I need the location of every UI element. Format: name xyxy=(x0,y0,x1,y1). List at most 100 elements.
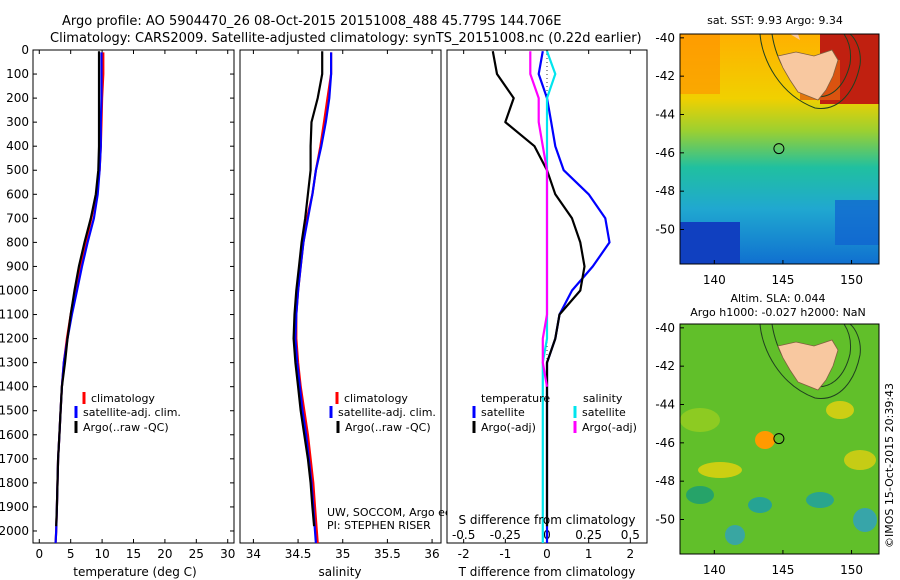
legend-title-temperature: temperature xyxy=(481,392,550,405)
sla-map-title-1: Altim. SLA: 0.044 xyxy=(730,292,825,305)
sla-background xyxy=(680,324,879,554)
x-tick-label: -1 xyxy=(499,547,511,561)
sla-anomaly-blob xyxy=(755,431,775,449)
salinity-panel: 34 34.5 35 35.5 36 salinity climatology sate… xyxy=(239,49,497,579)
salinity-legend: climatology satellite-adj. clim. Argo(..… xyxy=(329,392,436,434)
mainland-landmass xyxy=(790,34,800,40)
map-y-tick-label: -44 xyxy=(655,398,675,412)
legend-label-argo: Argo(..raw -QC) xyxy=(345,421,431,434)
sst-map-frame xyxy=(679,33,880,265)
map-x-tick-label: 140 xyxy=(703,563,726,577)
sst-bathymetry-contour xyxy=(759,34,861,109)
salinity-annotation-2: PI: STEPHEN RISER xyxy=(327,519,431,532)
depth-tick-label: 1800 xyxy=(0,476,29,490)
x2-tick-label: 0.25 xyxy=(575,528,602,542)
map-y-tick-label: -44 xyxy=(655,108,675,122)
credit-stamp: ©IMOS 15-Oct-2015 20:39:43 xyxy=(883,383,896,548)
sla-map-frame xyxy=(679,323,880,555)
map-x-tick-label: 150 xyxy=(840,273,863,287)
depth-tick-label: 300 xyxy=(6,115,29,129)
x-tick-label: 20 xyxy=(157,547,172,561)
difference-series xyxy=(491,50,611,543)
depth-tick-label: 700 xyxy=(6,211,29,225)
sla-anomaly-blob xyxy=(853,508,877,532)
sla-map-field xyxy=(680,324,879,554)
depth-tick-label: 1500 xyxy=(0,404,29,418)
salinity-axes-box xyxy=(239,49,442,544)
depth-tick-label: 1100 xyxy=(0,308,29,322)
sst-map-title: sat. SST: 9.93 Argo: 9.34 xyxy=(707,14,843,27)
sla-anomaly-blob xyxy=(698,462,742,478)
x-tick-label: -2 xyxy=(458,547,470,561)
map-y-tick-label: -48 xyxy=(655,184,675,198)
map-x-tick-label: 145 xyxy=(771,563,794,577)
legend-label-satellite: satellite-adj. clim. xyxy=(338,406,436,419)
sla-map-ticks: 140 145 150 -40 -42 -44 -46 -48 -50 xyxy=(655,321,863,577)
x-tick-label: 1 xyxy=(585,547,593,561)
legend-label-climatology: climatology xyxy=(91,392,155,405)
map-y-tick-label: -46 xyxy=(655,146,675,160)
sla-map-title-2: Argo h1000: -0.027 h2000: NaN xyxy=(690,306,866,319)
sla-bathymetry-contour xyxy=(759,324,861,399)
sla-anomaly-blob xyxy=(748,497,772,513)
sla-anomaly-blob xyxy=(806,492,834,508)
map-y-tick-label: -48 xyxy=(655,474,675,488)
x-tick-label: 35.5 xyxy=(374,547,401,561)
x-tick-label: 25 xyxy=(189,547,204,561)
temperature-x-ticks: 0 5 10 15 20 25 30 xyxy=(35,50,235,561)
depth-tick-label: 1300 xyxy=(0,356,29,370)
sla-anomaly-blob xyxy=(725,525,745,545)
map-x-tick-label: 145 xyxy=(771,273,794,287)
map-x-tick-label: 140 xyxy=(703,273,726,287)
salinity-xlabel: salinity xyxy=(318,565,361,579)
sst-cold-water-patch xyxy=(680,222,740,264)
x-tick-label: 0 xyxy=(35,547,43,561)
map-y-tick-label: -42 xyxy=(655,359,675,373)
x-tick-label: 2 xyxy=(627,547,635,561)
series-line xyxy=(55,51,101,527)
sla-anomaly-blob xyxy=(686,486,714,504)
x-tick-label: 36 xyxy=(424,547,439,561)
depth-tick-label: 800 xyxy=(6,235,29,249)
temperature-series xyxy=(54,51,105,544)
map-y-tick-label: -40 xyxy=(655,31,675,45)
difference-legend: temperature salinity satellite Argo(-adj… xyxy=(472,392,637,434)
sla-anomaly-blob xyxy=(680,408,720,432)
legend-label-t-argo: Argo(-adj) xyxy=(481,421,536,434)
depth-tick-label: 1700 xyxy=(0,452,29,466)
legend-label-argo: Argo(..raw -QC) xyxy=(83,421,169,434)
depth-tick-label: 1600 xyxy=(0,428,29,442)
depth-tick-label: 900 xyxy=(6,259,29,273)
x-tick-label: 34.5 xyxy=(285,547,312,561)
depth-tick-label: 1900 xyxy=(0,500,29,514)
depth-tick-label: 1400 xyxy=(0,380,29,394)
salinity-series xyxy=(292,51,333,544)
legend-label-s-argo: Argo(-adj) xyxy=(582,421,637,434)
sla-map: Altim. SLA: 0.044 Argo h1000: -0.027 h20… xyxy=(655,292,880,577)
sla-background-tint xyxy=(680,324,879,554)
x-tick-label: 10 xyxy=(94,547,109,561)
sst-warm-water-patch xyxy=(680,34,720,94)
depth-tick-label: 400 xyxy=(6,139,29,153)
x-tick-label: 35 xyxy=(335,547,350,561)
map-y-tick-label: -40 xyxy=(655,321,675,335)
sst-map-ticks: 140 145 150 -40 -42 -44 -46 -48 -50 xyxy=(655,31,863,287)
x2-tick-label: 0.5 xyxy=(621,528,640,542)
sst-cold-water-patch xyxy=(835,200,879,245)
sla-anomaly-blob xyxy=(844,450,876,470)
series-line xyxy=(292,51,324,527)
tasmania-landmass xyxy=(777,49,839,101)
temperature-panel: 0100200300400500600700800900100011001200… xyxy=(0,43,647,579)
title-line-1: Argo profile: AO 5904470_26 08-Oct-2015 … xyxy=(62,14,561,29)
map-y-tick-label: -42 xyxy=(655,69,675,83)
sst-map: sat. SST: 9.93 Argo: 9.34 140 145 150 -40 -4… xyxy=(655,14,880,287)
title-line-2: Climatology: CARS2009. Satellite-adjuste… xyxy=(50,31,642,46)
map-x-tick-label: 150 xyxy=(840,563,863,577)
tasmania-landmass xyxy=(777,339,839,391)
argo-float-marker xyxy=(773,143,785,155)
difference-panel: -2 -1 0 1 2-0.5 -0.25 0 0.25 0.5 S difference fr… xyxy=(446,49,648,579)
depth-tick-label: 200 xyxy=(6,91,29,105)
x2-tick-label: -0.5 xyxy=(452,528,475,542)
depth-tick-label: 1000 xyxy=(0,283,29,297)
sla-anomaly-blob xyxy=(826,401,854,419)
